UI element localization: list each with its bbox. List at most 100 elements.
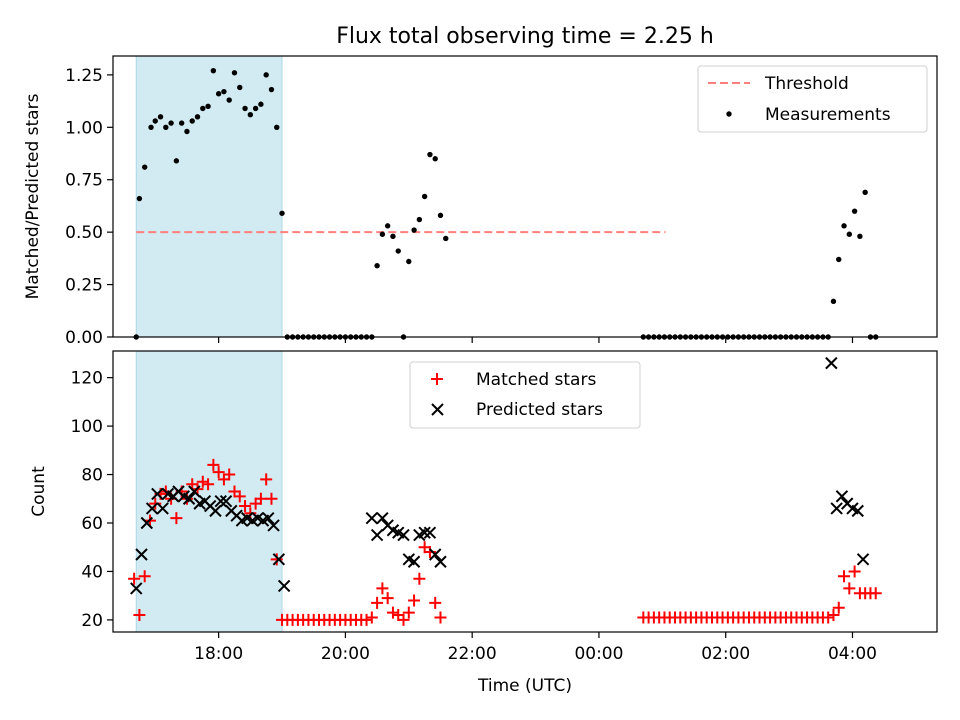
matched-star-point — [196, 475, 209, 488]
predicted-star-point — [267, 519, 280, 532]
measurement-point — [411, 227, 417, 233]
predicted-star-point — [830, 502, 843, 515]
y-tick-label: 0.00 — [65, 328, 103, 348]
count-y-axis-label: Count — [29, 466, 49, 517]
chart-title: Flux total observing time = 2.25 h — [336, 24, 714, 49]
predicted-star-point — [151, 487, 164, 501]
matched-star-point — [822, 611, 835, 624]
measurement-point — [189, 118, 195, 124]
predicted-star-point — [851, 504, 864, 518]
predicted-legend-label: Predicted stars — [476, 400, 603, 420]
matched-star-point — [212, 466, 225, 479]
x-tick-label: 18:00 — [194, 644, 243, 664]
y-tick-label: 60 — [81, 514, 103, 534]
predicted-stars-points — [130, 356, 870, 595]
matched-star-point — [843, 582, 856, 595]
matched-star-point — [128, 572, 141, 585]
matched-star-point — [381, 592, 394, 605]
measurement-point — [173, 158, 180, 164]
measurement-point — [258, 101, 264, 107]
measurement-point — [237, 84, 243, 91]
predicted-star-point — [219, 494, 233, 508]
predicted-star-point — [130, 582, 143, 595]
matched-star-point — [138, 570, 151, 583]
measurement-point — [841, 223, 847, 229]
predicted-star-point — [370, 528, 384, 542]
measurements-legend-swatch — [726, 111, 732, 117]
measurement-point — [157, 114, 164, 120]
measurement-point — [231, 70, 238, 76]
matched-star-point — [848, 565, 861, 578]
measurement-point — [416, 216, 423, 223]
measurement-point — [432, 156, 438, 162]
measurement-point — [184, 128, 190, 135]
y-tick-label: 120 — [71, 369, 103, 389]
predicted-star-point — [423, 526, 437, 539]
ratio-legend-box — [697, 65, 928, 133]
time-x-axis-label: Time (UTC) — [477, 676, 572, 696]
matched-star-point — [360, 613, 373, 626]
measurement-point — [210, 67, 217, 74]
measurement-point — [421, 193, 428, 200]
predicted-star-point — [214, 494, 227, 508]
predicted-star-point — [262, 511, 275, 525]
predicted-star-point — [376, 511, 389, 525]
measurement-point — [263, 72, 269, 78]
matched-star-point — [254, 492, 267, 505]
y-tick-label: 80 — [81, 466, 103, 486]
measurement-point — [862, 189, 868, 196]
ratio-y-ticks: 0.00 0.25 0.50 0.75 1.00 1.25 — [65, 66, 113, 348]
matched-star-point — [233, 490, 246, 503]
x-tick-label: 20:00 — [321, 644, 370, 664]
matched-star-point — [832, 601, 845, 614]
predicted-star-point — [434, 555, 447, 568]
y-tick-label: 0.25 — [65, 276, 103, 296]
count-y-ticks: 20 40 60 80 100 120 — [71, 369, 113, 631]
measurement-point — [836, 256, 842, 263]
measurement-point — [141, 164, 148, 170]
count-axes-frame — [112, 350, 938, 633]
matched-star-point — [402, 606, 415, 619]
y-tick-label: 0.50 — [65, 223, 103, 243]
predicted-star-point — [365, 511, 379, 525]
matched-star-point — [149, 497, 162, 510]
matched-star-point — [133, 609, 146, 622]
y-tick-label: 0.75 — [65, 171, 103, 191]
predicted-star-point — [418, 526, 431, 539]
matched-star-point — [869, 587, 882, 600]
matched-star-point — [397, 613, 410, 626]
y-tick-label: 1.00 — [65, 118, 103, 138]
matched-star-point — [838, 570, 851, 583]
predicted-star-point — [825, 356, 838, 370]
matched-stars-points — [128, 458, 882, 626]
measurement-point — [395, 248, 401, 254]
measurement-point — [148, 124, 154, 130]
count-legend-box — [409, 361, 641, 429]
matched-star-point — [408, 594, 421, 607]
predicted-star-point — [397, 528, 410, 542]
measurement-point — [252, 105, 259, 112]
matched-star-point — [413, 572, 426, 585]
matched-legend-swatch — [431, 373, 443, 385]
observing-window-span-top — [135, 55, 283, 338]
matched-star-point — [202, 478, 215, 491]
measurement-point — [136, 195, 143, 202]
measurement-point — [205, 103, 211, 110]
observing-window-span-bottom — [135, 350, 283, 633]
y-tick-label: 100 — [71, 417, 103, 437]
measurement-point — [437, 212, 444, 219]
y-tick-label: 1.25 — [65, 66, 103, 86]
measurement-point — [221, 88, 227, 95]
matched-star-point — [223, 468, 236, 481]
ratio-axes-frame — [112, 55, 938, 338]
measurement-point — [406, 258, 412, 265]
predicted-star-point — [156, 502, 169, 515]
predicted-star-point — [272, 553, 286, 566]
predicted-star-point — [145, 502, 159, 515]
measurement-point — [152, 118, 158, 124]
measurement-point — [379, 231, 386, 237]
measurement-point — [242, 105, 248, 112]
measurement-point — [427, 151, 433, 158]
threshold-legend-label: Threshold — [764, 74, 849, 94]
measurement-point — [384, 223, 391, 229]
